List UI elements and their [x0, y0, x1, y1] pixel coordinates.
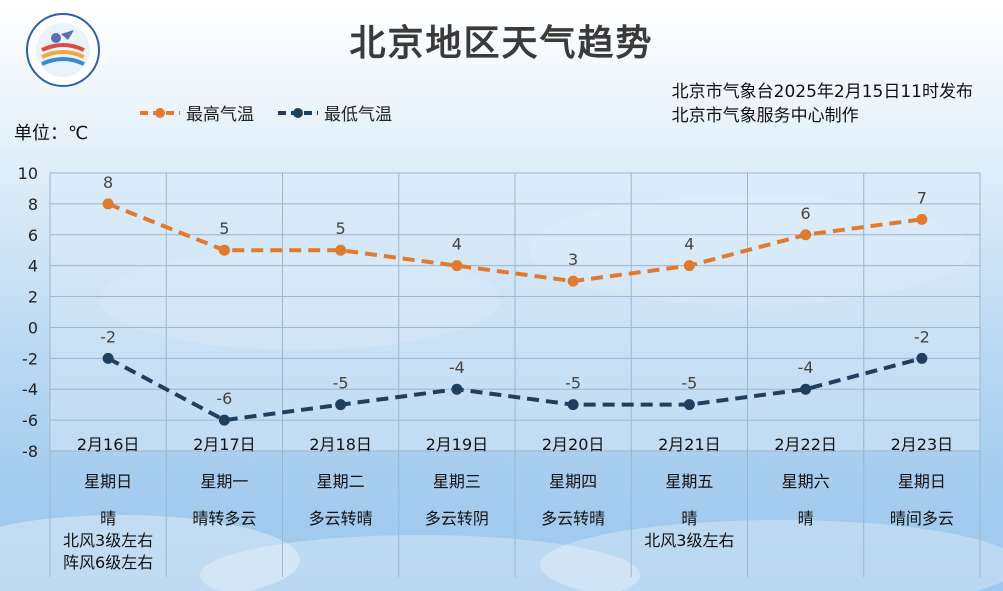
weekday-label: 星期二: [317, 472, 365, 491]
date-label: 2月21日: [658, 435, 721, 454]
high-value-label: 6: [801, 204, 811, 223]
low-value-label: -2: [100, 327, 116, 346]
low-point: [567, 399, 579, 411]
low-point: [335, 399, 347, 411]
high-value-label: 5: [336, 219, 346, 238]
legend-item-low: 最低气温: [276, 100, 392, 125]
high-point: [451, 260, 463, 272]
high-point: [683, 260, 695, 272]
date-label: 2月16日: [77, 435, 140, 454]
chart-legend: 最高气温 最低气温: [138, 100, 414, 125]
high-value-label: 4: [684, 235, 694, 254]
high-point: [218, 244, 230, 256]
high-point: [800, 229, 812, 241]
low-point: [218, 414, 230, 426]
date-label: 2月20日: [542, 435, 605, 454]
y-tick-label: -6: [22, 411, 38, 430]
y-tick-label: 6: [28, 226, 38, 245]
series-line-high: [107, 202, 923, 284]
legend-swatch-low: [278, 107, 318, 118]
low-point: [800, 383, 812, 395]
legend-label-low: 最低气温: [324, 105, 392, 125]
weather-label: 阵风6级左右: [63, 553, 153, 572]
y-tick-label: 4: [28, 257, 38, 276]
date-label: 2月17日: [193, 435, 256, 454]
weather-label: 晴转多云: [192, 509, 256, 528]
low-value-label: -4: [449, 358, 465, 377]
y-tick-label: 8: [28, 195, 38, 214]
high-value-label: 8: [103, 173, 113, 192]
chart-title: 北京地区天气趋势: [349, 23, 654, 64]
high-value-label: 7: [917, 188, 927, 207]
high-point: [335, 244, 347, 256]
date-label: 2月18日: [309, 435, 372, 454]
low-value-label: -6: [216, 389, 232, 408]
weather-label: 多云转晴: [541, 509, 605, 528]
low-value-label: -4: [798, 358, 814, 377]
legend-item-high: 最高气温: [138, 100, 254, 125]
weather-label: 晴间多云: [890, 509, 954, 528]
y-tick-label: 2: [28, 288, 38, 307]
weekday-label: 星期四: [549, 472, 597, 491]
high-point: [567, 275, 579, 287]
low-point: [916, 352, 928, 364]
y-tick-label: 10: [18, 164, 38, 183]
high-value-label: 4: [452, 235, 462, 254]
low-value-label: -5: [565, 374, 581, 393]
date-label: 2月23日: [891, 435, 954, 454]
low-point: [102, 352, 114, 364]
weather-label: 北风3级左右: [63, 531, 153, 550]
unit-label: 单位：℃: [14, 123, 89, 144]
low-point: [683, 399, 695, 411]
publisher-line-1: 北京市气象台2025年2月15日11时发布: [671, 82, 973, 102]
weekday-label: 星期三: [433, 472, 481, 491]
weekday-label: 星期五: [665, 472, 713, 491]
weather-label: 晴: [798, 509, 814, 528]
low-value-label: -2: [914, 327, 930, 346]
y-tick-label: -8: [22, 442, 38, 461]
weekday-label: 星期日: [898, 472, 946, 491]
y-tick-label: -4: [22, 380, 38, 399]
date-label: 2月22日: [774, 435, 837, 454]
low-value-label: -5: [333, 374, 349, 393]
y-tick-label: 0: [28, 318, 38, 337]
meteorological-service-logo: [26, 13, 100, 87]
high-point: [916, 213, 928, 225]
publisher-line-2: 北京市气象服务中心制作: [671, 106, 859, 126]
weekday-label: 星期日: [84, 472, 132, 491]
series-line-low: [107, 356, 923, 423]
weather-label: 多云转阴: [425, 509, 489, 528]
weekday-label: 星期六: [782, 472, 830, 491]
high-value-label: 3: [568, 250, 578, 269]
low-point: [451, 383, 463, 395]
legend-label-high: 最高气温: [186, 105, 254, 125]
weekday-label: 星期一: [200, 472, 248, 491]
high-value-label: 5: [219, 219, 229, 238]
weather-label: 多云转晴: [309, 509, 373, 528]
weather-label: 晴: [100, 509, 116, 528]
weather-label: 北风3级左右: [644, 531, 734, 550]
y-tick-label: -2: [22, 349, 38, 368]
low-value-label: -5: [681, 374, 697, 393]
weather-label: 晴: [681, 509, 697, 528]
legend-swatch-high: [140, 107, 180, 118]
high-point: [102, 198, 114, 210]
date-label: 2月19日: [426, 435, 489, 454]
publisher-info: 北京市气象台2025年2月15日11时发布 北京市气象服务中心制作: [672, 80, 973, 128]
